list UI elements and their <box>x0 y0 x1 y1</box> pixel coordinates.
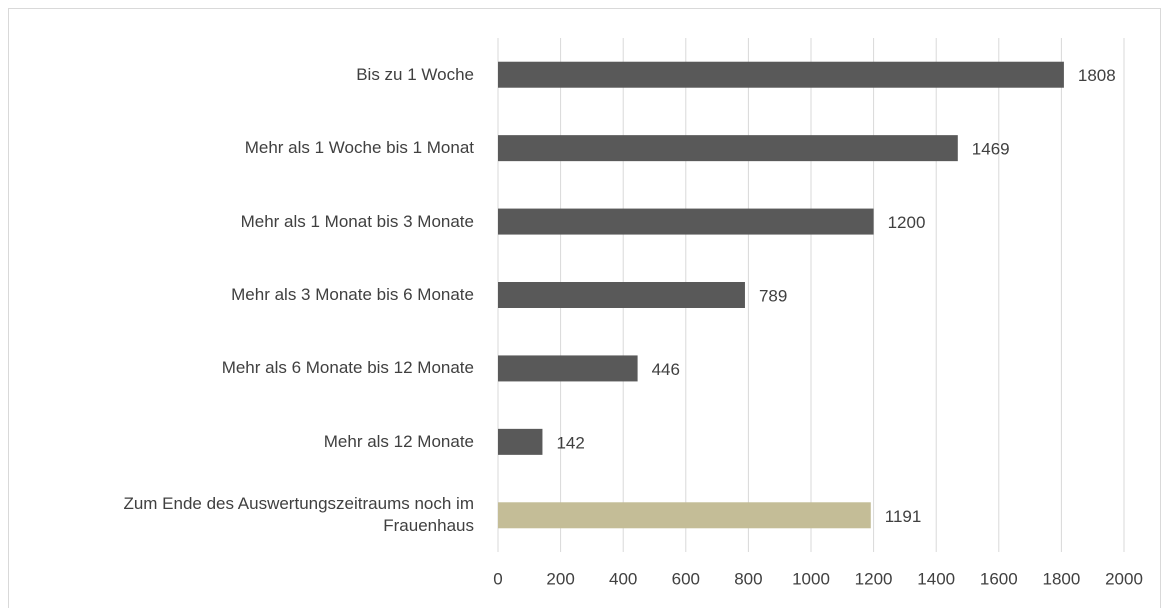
chart-border <box>8 8 1161 608</box>
x-tick-label: 1600 <box>980 569 1018 588</box>
bar <box>498 428 543 455</box>
y-tick-label: Mehr als 1 Monat bis 3 Monate <box>240 211 474 231</box>
y-tick-label: Mehr als 3 Monate bis 6 Monate <box>231 285 474 304</box>
x-tick-label: 1800 <box>1042 569 1080 588</box>
y-tick-label: Zum Ende des Auswertungszeitraums noch i… <box>123 494 474 536</box>
x-tick-label: 1200 <box>855 569 893 588</box>
x-tick-label: 200 <box>546 569 574 588</box>
bar <box>498 135 958 162</box>
bar <box>498 208 874 235</box>
y-tick-label: Mehr als 1 Woche bis 1 Monat <box>244 138 474 158</box>
bar <box>498 282 745 308</box>
y-tick-label: Mehr als 12 Monate <box>323 431 474 451</box>
bar <box>498 61 1064 88</box>
x-tick-label: 600 <box>672 569 700 588</box>
bar <box>498 355 638 382</box>
data-label: 142 <box>556 433 584 452</box>
data-label: 1191 <box>885 507 922 526</box>
bar <box>498 502 871 529</box>
x-tick-label: 800 <box>734 569 762 588</box>
x-tick-label: 2000 <box>1105 569 1143 588</box>
data-label: 1200 <box>888 213 926 232</box>
data-label: 1469 <box>972 140 1010 159</box>
data-label: 789 <box>759 286 787 305</box>
data-label: 446 <box>652 360 680 379</box>
y-tick-label: Mehr als 6 Monate bis 12 Monate <box>221 358 474 378</box>
y-tick-label: Bis zu 1 Woche <box>356 64 474 84</box>
x-tick-label: 400 <box>609 569 637 588</box>
x-tick-label: 1000 <box>792 569 830 588</box>
data-label: 1808 <box>1078 66 1116 85</box>
x-tick-label: 1400 <box>917 569 955 588</box>
x-tick-label: 0 <box>493 569 502 588</box>
